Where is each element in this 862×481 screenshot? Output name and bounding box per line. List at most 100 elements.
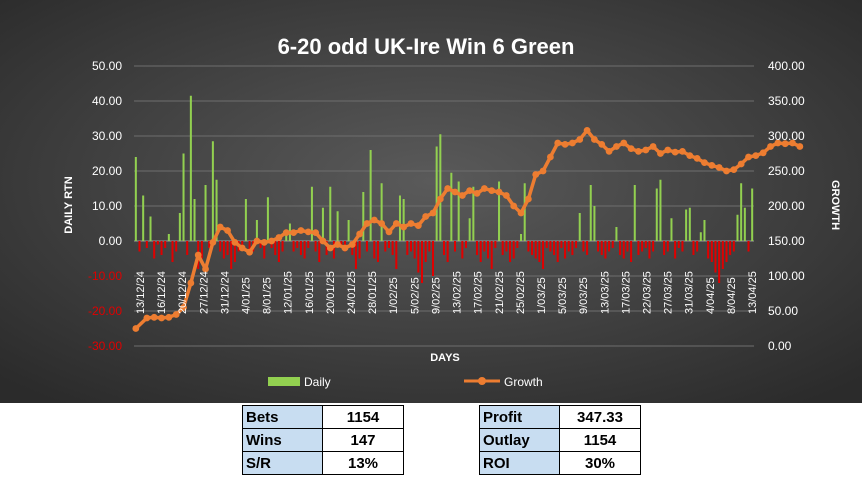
daily-bar [175,241,178,252]
daily-bar [520,234,523,241]
y-axis-label: DAILY RTN [63,176,75,234]
growth-point [209,239,217,246]
growth-point [686,152,694,160]
daily-bar [395,241,398,269]
growth-point [238,244,246,252]
x-tick-label: 12/01/25 [283,271,295,314]
x-tick-label: 20/01/25 [325,271,337,314]
daily-bar [688,207,691,241]
growth-point [150,313,158,321]
stats-row-sr: S/R 13% [242,451,404,475]
daily-bar [134,157,137,241]
growth-point [158,314,165,322]
daily-bar [241,241,244,248]
growth-point [539,167,547,175]
daily-bar [193,199,196,241]
y2-tick-label: 250.00 [768,164,805,178]
daily-bar [358,241,361,259]
x-tick-label: 31/03/25 [684,271,696,314]
growth-point [693,155,701,162]
x-tick-label: 1/02/25 [388,277,400,314]
daily-bar [178,213,181,241]
growth-point [664,146,672,154]
daily-bar [729,241,732,255]
growth-point [392,220,400,227]
growth-point [502,192,510,199]
growth-point [708,162,716,169]
growth-point [304,228,312,236]
growth-point [275,234,283,241]
growth-point [444,185,452,192]
daily-bar [659,179,662,241]
daily-bar [721,241,724,269]
stats-table-right: Profit 347.33 Outlay 1154 ROI 30% [479,405,641,475]
growth-point [701,159,708,167]
growth-point [414,222,422,230]
daily-bar [167,234,170,241]
growth-point [789,139,796,147]
x-tick-label: 4/04/25 [705,277,717,314]
daily-bar [285,234,288,241]
daily-bar [292,241,295,252]
growth-point [231,239,239,246]
growth-point [429,209,437,217]
legend-daily-label: Daily [304,375,331,389]
y2-tick-label: 150.00 [768,234,805,248]
daily-bar [156,241,159,245]
daily-bar [362,192,365,241]
x-tick-label: 4/01/25 [241,277,253,314]
y2-tick-label: 100.00 [768,269,805,283]
growth-point [282,229,290,237]
daily-bar [472,186,475,241]
growth-point [422,213,430,220]
daily-bar [336,211,339,241]
stats-row-wins: Wins 147 [242,428,404,452]
daily-bar [666,241,669,252]
daily-bar [454,241,457,252]
daily-bar [600,241,603,255]
daily-bar [505,241,508,252]
daily-bar [329,186,332,241]
daily-bar [373,241,376,259]
x-tick-label: 8/01/25 [262,277,274,314]
growth-point [436,195,444,203]
daily-bar [142,195,145,241]
daily-bar [626,241,629,252]
daily-bar [677,241,680,248]
x-tick-label: 28/01/25 [367,271,379,314]
growth-point [642,146,650,154]
growth-point [348,241,356,248]
daily-bar [630,241,633,262]
y2-axis-tick-labels: 400.00 350.00 300.00 250.00 200.00 150.00 100.… [768,59,805,353]
daily-bar [553,241,556,255]
growth-point [260,239,268,246]
daily-bar [402,199,405,241]
x-tick-label: 13/04/25 [747,271,759,314]
chart-title: 6-20 odd UK-Ire Win 6 Green [278,34,575,59]
growth-point [517,209,525,217]
daily-bar [461,241,464,259]
x-tick-label: 5/03/25 [557,277,569,314]
growth-point [268,237,275,245]
y-tick-label: -30.00 [88,339,122,353]
daily-bar [351,241,354,255]
y-tick-label: -20.00 [88,304,122,318]
daily-bar [384,241,387,252]
y-tick-label: 30.00 [92,129,122,143]
stat-label: Wins [242,428,323,452]
x-tick-label: 24/01/25 [346,271,358,314]
daily-bar [710,241,713,262]
growth-line [132,126,804,332]
growth-point [569,139,576,147]
daily-bar [149,216,152,241]
daily-bar [476,241,479,255]
daily-bar [204,185,207,241]
growth-point [546,153,554,161]
daily-bar [527,241,530,252]
daily-bar [586,241,589,255]
growth-point [510,202,518,210]
daily-bar [732,241,735,252]
daily-bar [380,183,383,241]
daily-bar [200,241,203,259]
daily-bar [406,241,409,255]
